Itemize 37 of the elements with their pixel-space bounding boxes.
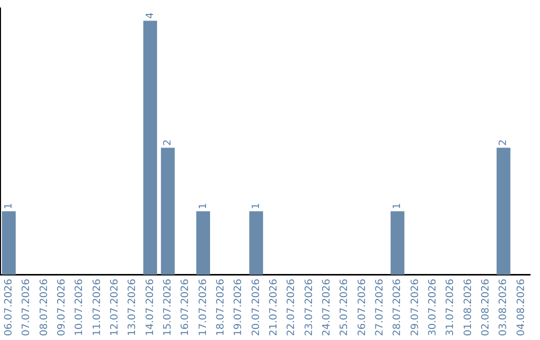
x-tick-label: 20.07.2026 [250,278,262,336]
x-tick-label: 24.07.2026 [321,278,332,336]
x-tick-label: 10.07.2026 [74,278,86,336]
x-tick-label: 21.07.2026 [268,278,280,336]
x-tick-label: 22.07.2026 [286,278,298,336]
data-label: 1 [3,202,14,210]
x-tick-label: 18.07.2026 [215,278,226,336]
data-label: 4 [144,12,156,19]
x-tick-label: 30.07.2026 [427,278,438,336]
x-tick-label: 16.07.2026 [180,278,192,336]
data-label: 1 [198,202,209,210]
x-tick-label: 01.08.2026 [462,278,474,336]
x-tick-label: 25.07.2026 [339,278,350,336]
x-tick-label: 09.07.2026 [56,278,68,336]
x-tick-label: 04.08.2026 [516,278,527,336]
x-tick-label: 11.07.2026 [92,278,103,336]
x-tick-label: 26.07.2026 [356,278,368,336]
x-tick-label: 23.07.2026 [304,278,315,336]
x-tick-label: 28.07.2026 [392,278,404,336]
x-tick-label: 03.08.2026 [498,278,510,336]
x-tick-label: 17.07.2026 [198,278,209,336]
data-label: 2 [498,139,510,146]
data-label: 1 [250,202,262,210]
x-tick-label: 12.07.2026 [109,278,120,336]
x-tick-label: 06.07.2026 [3,278,14,336]
x-tick-label: 14.07.2026 [144,278,156,336]
x-tick-label: 19.07.2026 [233,278,244,336]
x-tick-label: 07.07.2026 [21,278,32,336]
data-label: 1 [392,202,404,210]
x-tick-label: 08.07.2026 [38,278,50,336]
x-tick-label: 15.07.2026 [162,278,174,336]
x-tick-label: 13.07.2026 [127,278,138,336]
x-tick-label: 27.07.2026 [374,278,386,336]
x-tick-label: 29.07.2026 [410,278,421,336]
x-tick-label: 31.07.2026 [445,278,456,336]
x-tick-label: 02.08.2026 [480,278,492,336]
data-label: 2 [162,139,174,146]
